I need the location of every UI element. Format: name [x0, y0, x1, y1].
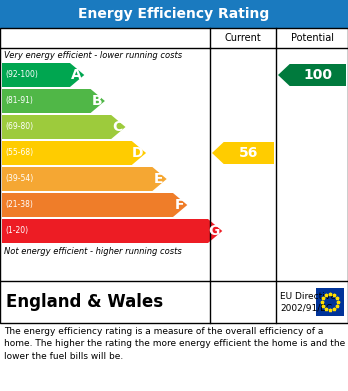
- Text: (69-80): (69-80): [5, 122, 33, 131]
- Text: (21-38): (21-38): [5, 201, 33, 210]
- Text: (81-91): (81-91): [5, 97, 33, 106]
- Text: B: B: [91, 94, 102, 108]
- Text: Current: Current: [224, 33, 261, 43]
- Text: (1-20): (1-20): [5, 226, 28, 235]
- Polygon shape: [2, 115, 126, 139]
- Text: F: F: [175, 198, 184, 212]
- Text: Potential: Potential: [291, 33, 333, 43]
- Polygon shape: [2, 193, 187, 217]
- Polygon shape: [2, 89, 105, 113]
- Polygon shape: [2, 63, 84, 87]
- Text: C: C: [112, 120, 122, 134]
- Bar: [316, 288, 344, 316]
- Bar: [0, 28, 348, 323]
- Polygon shape: [2, 167, 167, 191]
- Text: Very energy efficient - lower running costs: Very energy efficient - lower running co…: [4, 50, 182, 59]
- Text: Energy Efficiency Rating: Energy Efficiency Rating: [78, 7, 270, 21]
- Bar: [0, 0, 348, 28]
- Text: (92-100): (92-100): [5, 70, 38, 79]
- Text: Not energy efficient - higher running costs: Not energy efficient - higher running co…: [4, 246, 182, 255]
- Text: (39-54): (39-54): [5, 174, 33, 183]
- Text: G: G: [208, 224, 219, 238]
- Polygon shape: [278, 64, 346, 86]
- Polygon shape: [212, 142, 274, 164]
- Text: E: E: [154, 172, 164, 186]
- Text: A: A: [71, 68, 81, 82]
- Text: England & Wales: England & Wales: [6, 293, 163, 311]
- Text: The energy efficiency rating is a measure of the overall efficiency of a home. T: The energy efficiency rating is a measur…: [4, 327, 345, 361]
- Text: (55-68): (55-68): [5, 149, 33, 158]
- Text: EU Directive
2002/91/EC: EU Directive 2002/91/EC: [280, 292, 336, 312]
- Polygon shape: [2, 141, 146, 165]
- Text: D: D: [132, 146, 143, 160]
- Text: 56: 56: [239, 146, 259, 160]
- Polygon shape: [2, 219, 222, 243]
- Text: 100: 100: [303, 68, 332, 82]
- Bar: [0, 28, 348, 323]
